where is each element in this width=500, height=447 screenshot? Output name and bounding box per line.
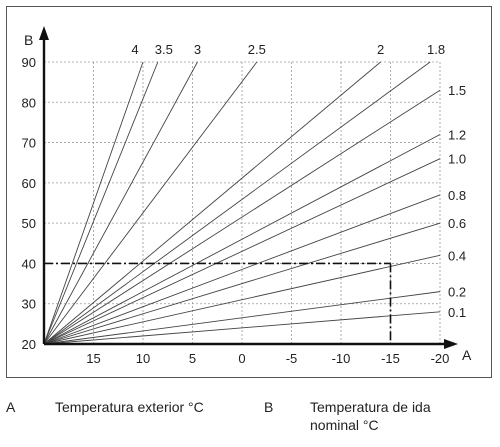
y-axis-arrow bbox=[39, 26, 49, 40]
y-tick-label: 60 bbox=[22, 176, 36, 191]
legend-a-text: Temperatura exterior °C bbox=[55, 398, 204, 416]
curve-label-0-1: 0.1 bbox=[448, 305, 466, 320]
x-tick-label: 0 bbox=[238, 351, 245, 366]
legend-b-description-line1: Temperatura de ida bbox=[310, 399, 431, 415]
curve-label-0-8: 0.8 bbox=[448, 188, 466, 203]
legend-b-description-line2: nominal °C bbox=[310, 417, 379, 433]
x-tick-label: 15 bbox=[86, 351, 100, 366]
x-tick-label: 5 bbox=[189, 351, 196, 366]
y-tick-label: 90 bbox=[22, 55, 36, 70]
y-tick-label: 70 bbox=[22, 136, 36, 151]
curve-labels: 4 3.5 3 2.5 2 1.8 1.5 1.2 1.0 0.8 0.6 0.4 0.2 0.1 bbox=[131, 42, 466, 320]
x-axis-letter: A bbox=[462, 347, 472, 363]
grid bbox=[44, 61, 441, 344]
curve-label-1-8: 1.8 bbox=[427, 42, 445, 57]
curves bbox=[43, 61, 441, 345]
y-tick-label: 80 bbox=[22, 95, 36, 110]
curve-line-1-8 bbox=[43, 61, 431, 345]
x-tick-label: 10 bbox=[136, 351, 150, 366]
x-tick-label: -5 bbox=[286, 351, 298, 366]
curve-label-4: 4 bbox=[131, 42, 138, 57]
axes bbox=[39, 26, 458, 349]
curve-line-4 bbox=[43, 61, 144, 345]
curve-label-3: 3 bbox=[194, 42, 201, 57]
legend-a-letter: A bbox=[6, 399, 16, 415]
curve-line-2 bbox=[43, 61, 381, 345]
y-tick-label: 50 bbox=[22, 216, 36, 231]
curve-line-0-2 bbox=[43, 291, 441, 345]
curve-line-0-6 bbox=[43, 222, 441, 345]
curve-line-0-1 bbox=[43, 311, 441, 345]
curve-line-1-5 bbox=[43, 89, 441, 345]
curve-line-3 bbox=[43, 61, 198, 345]
curve-label-1-2: 1.2 bbox=[448, 128, 466, 143]
curve-label-3-5: 3.5 bbox=[155, 42, 173, 57]
curve-label-0-4: 0.4 bbox=[448, 248, 466, 263]
legend-b-letter: B bbox=[264, 399, 274, 415]
x-tick-label: -20 bbox=[431, 351, 450, 366]
curve-line-0-8 bbox=[43, 194, 441, 345]
legend-a: A bbox=[6, 398, 15, 416]
x-tick-label: -10 bbox=[332, 351, 351, 366]
curve-line-3-5 bbox=[43, 61, 159, 345]
legend-a-description: Temperatura exterior °C bbox=[55, 399, 204, 415]
curve-label-0-6: 0.6 bbox=[448, 216, 466, 231]
curve-label-1-5: 1.5 bbox=[448, 83, 466, 98]
curve-line-0-4 bbox=[43, 254, 441, 345]
curve-line-1-2 bbox=[43, 134, 441, 345]
curve-label-0-2: 0.2 bbox=[448, 285, 466, 300]
y-tick-label: 40 bbox=[22, 256, 36, 271]
y-tick-label: 30 bbox=[22, 297, 36, 312]
curve-label-2: 2 bbox=[377, 42, 384, 57]
legend-b-text: Temperatura de ida nominal °C bbox=[310, 398, 431, 434]
curve-line-1-0 bbox=[43, 158, 441, 345]
y-tick-label: 20 bbox=[22, 337, 36, 352]
y-axis-letter: B bbox=[24, 32, 33, 48]
curve-label-1-0: 1.0 bbox=[448, 152, 466, 167]
legend-b: B bbox=[264, 398, 273, 416]
reference-lines bbox=[44, 262, 392, 344]
x-axis-arrow bbox=[444, 339, 458, 349]
curve-label-2-5: 2.5 bbox=[248, 42, 266, 57]
x-tick-label: -15 bbox=[381, 351, 400, 366]
figure-frame bbox=[6, 6, 492, 378]
curve-line-2-5 bbox=[43, 61, 258, 345]
